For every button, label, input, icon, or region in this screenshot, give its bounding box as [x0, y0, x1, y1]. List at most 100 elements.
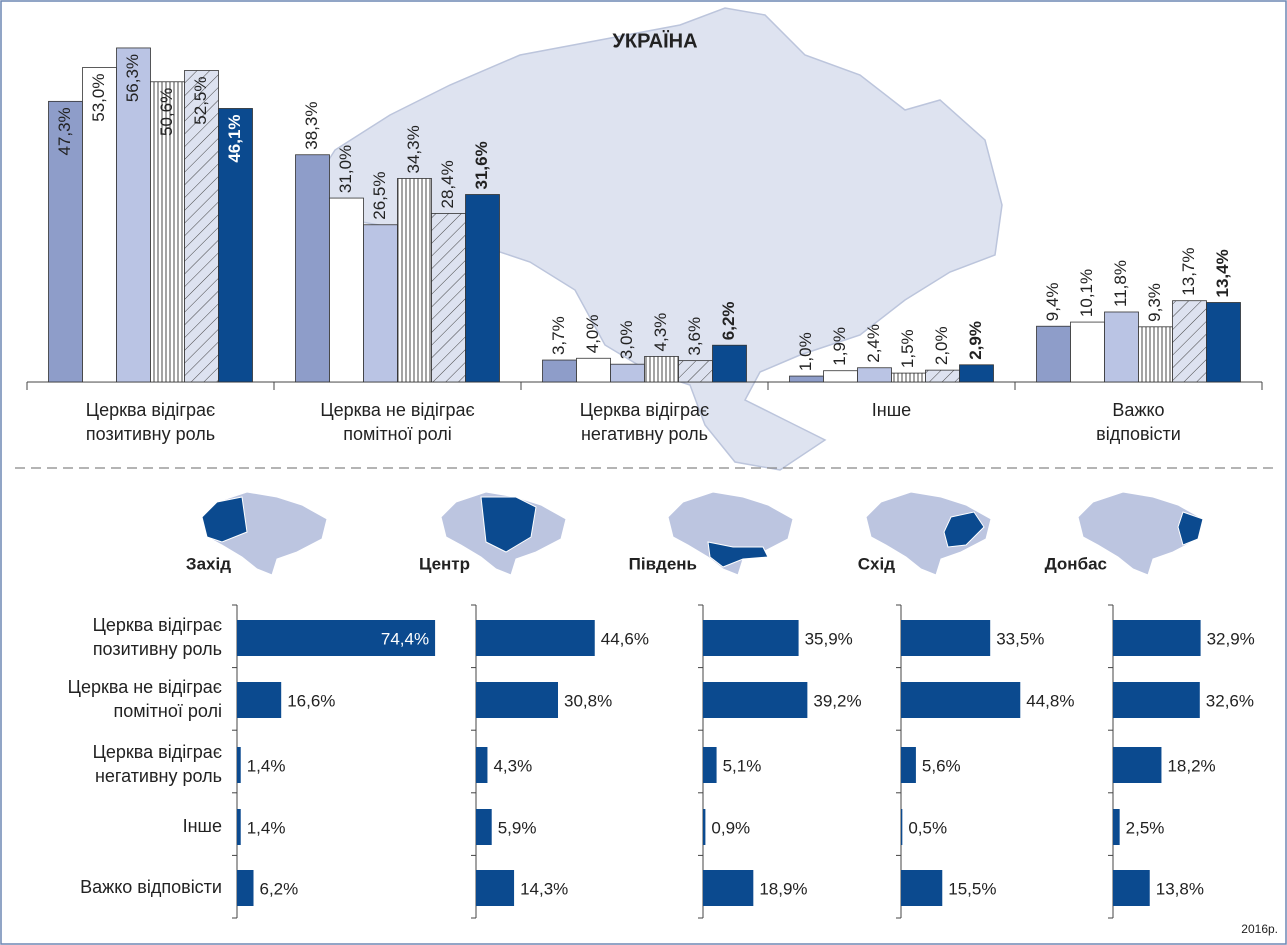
- value-label: 9,3%: [1145, 283, 1164, 322]
- bar: [329, 197, 364, 383]
- bar: [476, 870, 515, 906]
- bar: [237, 809, 241, 845]
- bar: [703, 809, 706, 845]
- bar: [1104, 311, 1139, 383]
- value-label: 1,4%: [247, 818, 286, 837]
- bar: [823, 370, 858, 383]
- value-label: 39,2%: [813, 691, 861, 710]
- region-highlight: [201, 496, 248, 543]
- x-category-label: відповісти: [1096, 424, 1181, 444]
- bar: [901, 682, 1021, 718]
- value-label: 33,5%: [996, 629, 1044, 648]
- value-label: 2,5%: [1126, 818, 1165, 837]
- value-label: 34,3%: [404, 125, 423, 173]
- category-label: Церква відіграє: [93, 742, 222, 762]
- bar: [703, 747, 717, 783]
- bar: [465, 194, 500, 383]
- bar: [857, 367, 892, 383]
- bar: [703, 620, 799, 656]
- bar: [703, 682, 808, 718]
- bar: [576, 357, 611, 383]
- bar: [237, 747, 241, 783]
- region-map: [865, 491, 992, 576]
- value-label: 15,5%: [948, 879, 996, 898]
- year-note: 2016р.: [1241, 922, 1278, 936]
- bar: [959, 364, 994, 383]
- bar: [901, 620, 991, 656]
- bar: [610, 363, 645, 383]
- value-label: 10,1%: [1077, 269, 1096, 317]
- value-label: 56,3%: [123, 54, 142, 102]
- value-label: 4,3%: [651, 313, 670, 352]
- category-label: позитивну роль: [93, 639, 222, 659]
- bar: [901, 809, 903, 845]
- bar: [712, 344, 747, 383]
- value-label: 6,2%: [260, 879, 299, 898]
- value-label: 30,8%: [564, 691, 612, 710]
- value-label: 50,6%: [157, 88, 176, 136]
- bar: [1113, 747, 1162, 783]
- value-label: 3,7%: [549, 316, 568, 355]
- bar: [925, 369, 960, 383]
- value-label: 32,9%: [1207, 629, 1255, 648]
- panel-title: Захід: [186, 554, 231, 573]
- value-label: 2,0%: [932, 326, 951, 365]
- bar: [363, 224, 398, 383]
- value-label: 14,3%: [520, 879, 568, 898]
- value-label: 6,2%: [719, 301, 738, 340]
- value-label: 74,4%: [381, 629, 429, 648]
- x-category-label: Церква не відіграє: [320, 400, 474, 420]
- category-label: негативну роль: [95, 766, 222, 786]
- category-label: Важко відповісти: [80, 877, 222, 897]
- x-category-label: Інше: [872, 400, 911, 420]
- bar: [1113, 620, 1201, 656]
- bar: [1113, 870, 1150, 906]
- value-label: 9,4%: [1043, 282, 1062, 321]
- bar: [1206, 302, 1241, 383]
- value-label: 44,8%: [1026, 691, 1074, 710]
- bar: [48, 100, 83, 383]
- value-label: 13,8%: [1156, 879, 1204, 898]
- value-label: 13,4%: [1213, 249, 1232, 297]
- value-label: 18,2%: [1167, 756, 1215, 775]
- value-label: 1,9%: [830, 327, 849, 366]
- bar: [476, 809, 492, 845]
- category-label: помітної ролі: [114, 701, 222, 721]
- value-label: 13,7%: [1179, 248, 1198, 296]
- category-label: Інше: [183, 816, 222, 836]
- bar: [431, 213, 466, 383]
- value-label: 31,0%: [336, 145, 355, 193]
- chart-title: УКРАЇНА: [612, 29, 697, 52]
- value-label: 0,9%: [711, 818, 750, 837]
- bar: [644, 356, 679, 383]
- bar: [891, 372, 926, 383]
- bar: [476, 620, 595, 656]
- value-label: 44,6%: [601, 629, 649, 648]
- value-label: 53,0%: [89, 74, 108, 122]
- bar: [1138, 326, 1173, 383]
- value-label: 4,0%: [583, 315, 602, 354]
- bar: [237, 620, 436, 656]
- bar: [116, 47, 151, 383]
- bar: [678, 360, 713, 383]
- bar: [1113, 809, 1120, 845]
- bar: [184, 70, 219, 383]
- value-label: 38,3%: [302, 102, 321, 150]
- category-label: Церква не відіграє: [68, 677, 222, 697]
- bar: [542, 359, 577, 383]
- bar: [476, 682, 559, 718]
- bar: [1113, 682, 1200, 718]
- value-label: 46,1%: [225, 114, 244, 162]
- bar: [476, 747, 488, 783]
- bar: [150, 81, 185, 383]
- ukraine-map: [298, 7, 1003, 471]
- value-label: 47,3%: [55, 107, 74, 155]
- panel-title: Донбас: [1045, 554, 1107, 573]
- region-highlight: [480, 496, 537, 553]
- value-label: 1,0%: [796, 332, 815, 371]
- value-label: 5,9%: [498, 818, 537, 837]
- region-map: [1077, 491, 1204, 576]
- value-label: 5,1%: [723, 756, 762, 775]
- x-category-label: Важко: [1112, 400, 1164, 420]
